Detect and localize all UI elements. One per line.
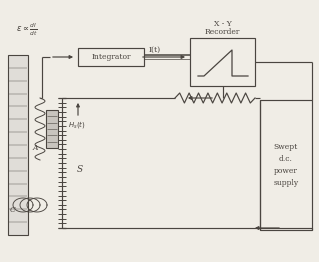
Text: S: S: [77, 166, 83, 174]
Text: power: power: [274, 167, 298, 175]
Text: C: C: [10, 206, 16, 214]
Text: X - Y: X - Y: [214, 20, 231, 28]
Bar: [260, 100, 312, 230]
Text: supply: supply: [273, 179, 299, 187]
Bar: [46, 110, 58, 148]
Text: I(t): I(t): [149, 46, 161, 54]
Bar: [190, 38, 255, 86]
Text: A: A: [32, 144, 38, 152]
Text: $H_s(t)$: $H_s(t)$: [68, 118, 86, 129]
Text: Recorder: Recorder: [205, 28, 240, 36]
Bar: [78, 48, 144, 66]
Bar: [8, 55, 28, 235]
Text: $\varepsilon \propto \frac{dI}{dt}$: $\varepsilon \propto \frac{dI}{dt}$: [16, 22, 38, 38]
Text: Integrator: Integrator: [91, 53, 131, 61]
Text: Swept: Swept: [274, 143, 298, 151]
Text: d.c.: d.c.: [279, 155, 293, 163]
